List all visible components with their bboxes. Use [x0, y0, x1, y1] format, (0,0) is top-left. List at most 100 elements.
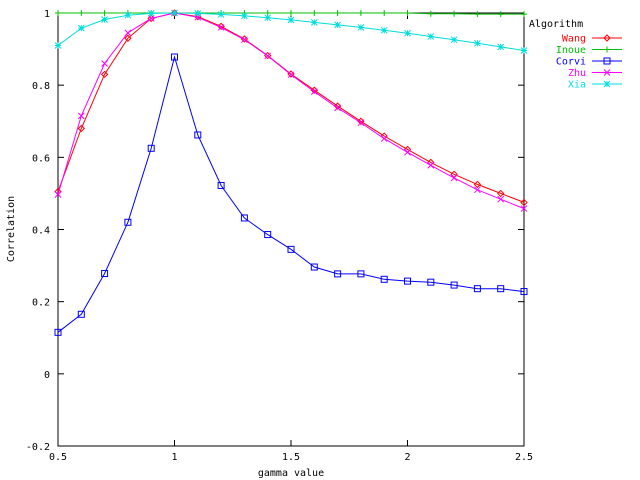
y-axis-ticks: -0.2 0 0.2 0.4 0.6 0.8 1 — [26, 9, 524, 453]
data-point-zhu — [310, 88, 318, 96]
data-point-corvi — [217, 181, 225, 189]
legend-label-xia: Xia — [568, 80, 586, 91]
x-axis-label: gamma value — [258, 468, 324, 479]
data-point-corvi — [147, 144, 155, 152]
data-point-xia — [357, 24, 365, 31]
data-point-corvi — [287, 245, 295, 253]
legend-marker-corvi — [603, 57, 611, 65]
series-zhu — [54, 9, 528, 212]
legend-entry-zhu: Zhu — [568, 68, 622, 79]
data-point-xia — [101, 16, 108, 23]
data-point-corvi — [404, 277, 411, 285]
data-point-xia — [147, 10, 155, 17]
data-point-zhu — [520, 205, 528, 212]
data-point-wang — [77, 124, 86, 133]
data-point-corvi — [77, 310, 85, 318]
y-axis-label: Correlation — [6, 196, 17, 262]
data-point-corvi — [194, 131, 202, 139]
data-point-inoue — [451, 10, 458, 17]
data-point-xia — [124, 11, 132, 19]
x-tick-label: 1.5 — [282, 452, 300, 463]
data-point-zhu — [357, 119, 365, 127]
data-point-xia — [474, 39, 481, 47]
legend-label-wang: Wang — [562, 34, 586, 45]
legend-title: Algorithm — [529, 19, 583, 30]
data-point-xia — [241, 12, 248, 20]
legend-entry-wang: Wang — [562, 34, 622, 45]
legend-label-zhu: Zhu — [568, 68, 586, 79]
data-point-xia — [264, 14, 272, 22]
data-point-zhu — [334, 104, 341, 112]
legend-label-corvi: Corvi — [556, 57, 586, 68]
data-point-inoue — [357, 10, 364, 16]
data-point-corvi — [240, 214, 248, 222]
data-point-zhu — [217, 24, 225, 31]
data-point-zhu — [54, 191, 62, 198]
series-corvi — [54, 53, 528, 336]
data-point-inoue — [55, 10, 61, 16]
y-tick-label: -0.2 — [26, 442, 50, 453]
data-point-zhu — [241, 36, 248, 44]
data-point-inoue — [78, 10, 85, 16]
data-point-zhu — [264, 52, 272, 60]
data-point-corvi — [101, 270, 109, 278]
data-point-xia — [334, 21, 341, 29]
data-point-wang — [147, 14, 155, 23]
legend-marker-wang — [603, 34, 611, 42]
data-point-xia — [171, 9, 178, 17]
data-point-zhu — [474, 186, 481, 194]
data-point-wang — [520, 198, 528, 207]
x-tick-label: 0.5 — [49, 452, 67, 463]
data-point-wang — [333, 102, 342, 110]
data-point-xia — [77, 24, 85, 32]
data-point-corvi — [380, 275, 388, 283]
data-point-inoue — [427, 10, 434, 17]
data-point-corvi — [310, 263, 318, 271]
data-point-wang — [496, 189, 505, 198]
legend-marker-zhu — [603, 69, 611, 76]
data-point-xia — [497, 43, 505, 51]
data-point-inoue — [334, 10, 341, 16]
data-point-zhu — [497, 195, 505, 203]
data-point-zhu — [427, 161, 435, 169]
data-point-corvi — [427, 278, 435, 286]
data-point-corvi — [497, 285, 505, 293]
data-point-zhu — [450, 174, 458, 182]
data-point-inoue — [404, 10, 411, 16]
data-point-xia — [450, 36, 458, 44]
legend-entry-xia: Xia — [568, 80, 622, 91]
legend-marker-xia — [603, 80, 611, 88]
legend-label-inoue: Inoue — [556, 45, 586, 56]
series-line-corvi — [57, 55, 525, 333]
data-point-corvi — [473, 285, 481, 293]
y-tick-label: 0.8 — [32, 81, 50, 92]
data-point-xia — [194, 10, 202, 17]
data-point-zhu — [124, 29, 132, 37]
data-point-inoue — [288, 10, 294, 16]
series-xia — [54, 9, 528, 54]
data-point-corvi — [124, 218, 132, 226]
data-point-corvi — [264, 231, 272, 239]
y-tick-label: 0 — [44, 370, 50, 381]
data-point-xia — [404, 29, 411, 37]
data-point-xia — [427, 33, 435, 40]
data-point-corvi — [520, 288, 528, 296]
data-point-zhu — [101, 60, 108, 67]
data-point-corvi — [450, 281, 458, 289]
legend-entry-inoue: Inoue — [556, 45, 622, 56]
data-point-xia — [520, 47, 528, 54]
data-point-corvi — [334, 270, 342, 278]
data-point-xia — [287, 16, 295, 24]
x-tick-label: 1 — [171, 452, 177, 463]
data-point-inoue — [311, 10, 318, 16]
data-point-zhu — [404, 148, 411, 156]
data-point-corvi — [171, 53, 178, 61]
data-point-corvi — [357, 270, 365, 278]
data-point-zhu — [77, 112, 85, 120]
x-tick-label: 2.5 — [515, 452, 533, 463]
data-point-wang — [473, 180, 482, 189]
data-point-zhu — [287, 71, 295, 79]
